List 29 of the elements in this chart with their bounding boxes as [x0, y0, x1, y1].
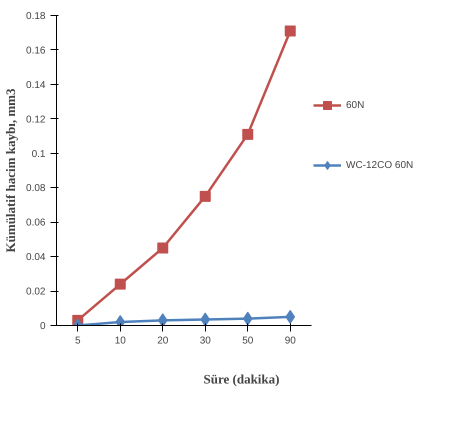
x-tick-label: 20 — [157, 336, 169, 346]
point — [158, 313, 168, 326]
y-tick-label: 0.16 — [26, 45, 46, 56]
x-tick-label: 30 — [200, 336, 212, 346]
y-tick-label: 0 — [40, 321, 46, 332]
point — [285, 310, 296, 324]
x-axis-title: Süre (dakika) — [204, 372, 280, 386]
x-tick-label: 50 — [242, 336, 254, 346]
x-tick-label: 5 — [74, 336, 81, 346]
legend-label: WC-12CO 60N — [346, 160, 414, 170]
x-tick-label: 90 — [284, 336, 296, 346]
y-tick-label: 0.12 — [26, 114, 46, 126]
y-tick-label: 0.1 — [32, 148, 46, 160]
point — [200, 190, 211, 202]
point — [200, 312, 210, 326]
y-tick-label: 0.18 — [26, 11, 46, 22]
y-tick-label: 0.06 — [26, 218, 46, 229]
y-tick-label: 0.02 — [26, 286, 46, 298]
y-tick-label: 0.14 — [26, 80, 46, 91]
y-axis-title: Kümülatif hacim kaybı, mm3 — [3, 88, 18, 252]
x-tick-label: 10 — [114, 336, 126, 346]
point — [157, 242, 168, 254]
y-tick-label: 0.04 — [26, 252, 46, 264]
point — [242, 128, 254, 140]
point — [242, 312, 253, 326]
point — [284, 26, 296, 36]
y-tick-label: 0.08 — [26, 183, 46, 194]
legend-label: 60N — [346, 100, 366, 110]
point — [114, 278, 126, 290]
